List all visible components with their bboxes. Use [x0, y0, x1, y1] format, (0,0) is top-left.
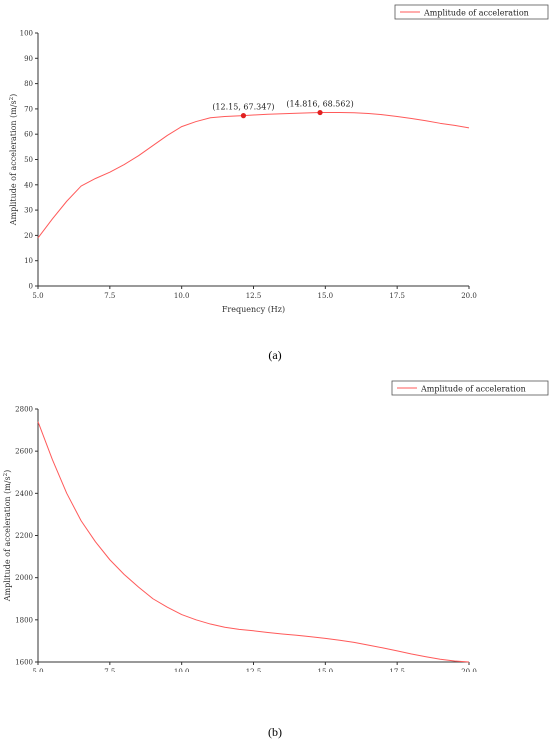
chart-b: 5.0 7.5 10.0 12.5 15.0 17.5 20.0 1600 1800 2000 22… [0, 372, 550, 690]
chart-0-annotation-label: (12.15, 67.347) [212, 103, 274, 112]
chart-0-series-line-0 [37, 111, 470, 239]
chart-0-y-tick-label: 10 [24, 257, 33, 265]
chart-0-annotation-label: (14.816, 68.562) [286, 100, 353, 109]
chart-a: 5.0 7.5 10.0 12.5 15.0 17.5 20.0 0 10 20 30 40 50 60 7… [0, 0, 550, 340]
chart-0-y-tick-label: 100 [20, 30, 33, 38]
chart-1-y-tick-label: 2600 [15, 448, 33, 456]
chart-1-x-tick-label: 17.5 [389, 668, 405, 672]
chart-0-y-axis-label: Amplitude of acceleration (m/s2) [9, 94, 18, 226]
chart-0-y-tick-label: 50 [24, 156, 33, 164]
chart-0-annotation-point [317, 109, 323, 116]
chart-0-y-axis-label-sup: 2 [9, 97, 15, 101]
chart-1-y-axis-label-end: ) [3, 470, 12, 473]
chart-1-x-tick-label: 7.5 [104, 668, 115, 672]
chart-0-x-tick-label: 15.0 [318, 292, 334, 300]
chart-1-x-tick-label: 5.0 [32, 668, 43, 672]
chart-0-x-axis-label: Frequency (Hz) [222, 305, 285, 314]
chart-1-y-tick-label: 2000 [15, 574, 33, 582]
chart-1-y-tick-label: 2800 [15, 406, 33, 414]
chart-0-y-tick-label: 60 [24, 131, 33, 139]
chart-1-x-tick-label: 15.0 [318, 668, 334, 672]
chart-0-x-tick-label: 7.5 [104, 292, 115, 300]
chart-1-x-tick-label: 10.0 [174, 668, 190, 672]
chart-1-x-tick-label: 12.5 [246, 668, 262, 672]
chart-0-y-tick-label: 90 [24, 55, 33, 63]
chart-0-y-tick-label: 0 [29, 283, 33, 291]
chart-1-legend-label: Amplitude of acceleration [420, 385, 526, 394]
chart-0-x-tick-label: 20.0 [461, 292, 477, 300]
chart-0-annotation-point [240, 113, 247, 119]
chart-0-legend-box [394, 4, 549, 20]
chart-1-series-line-0 [37, 421, 470, 663]
chart-1-y-axis-label-main: Amplitude of acceleration (m/s [3, 476, 12, 602]
chart-1-y-tick-label: 2400 [15, 490, 33, 498]
chart-1-y-tick-label: 2200 [15, 532, 33, 540]
chart-b-svg: 5.0 7.5 10.0 12.5 15.0 17.5 20.016001800200022… [3, 380, 549, 690]
chart-1-x-tick-label: 20.0 [461, 668, 477, 672]
chart-0-y-tick-label: 40 [24, 181, 33, 189]
chart-0-x-tick-label: 17.5 [389, 292, 405, 300]
chart-0-legend-label: Amplitude of acceleration [423, 9, 529, 18]
chart-0-x-tick-label: 5.0 [32, 292, 43, 300]
chart-0-y-axis-label-main: Amplitude of acceleration (m/s [9, 100, 18, 226]
chart-1-y-tick-label: 1600 [15, 659, 33, 667]
chart-0-y-tick-label: 20 [24, 232, 33, 240]
chart-1-y-tick-label: 1800 [15, 616, 33, 624]
caption-a: (a) [268, 348, 282, 362]
chart-1-legend-box [391, 380, 549, 396]
chart-0-y-tick-label: 30 [24, 207, 33, 215]
caption-b: (b) [268, 725, 282, 739]
chart-1-y-axis-label-sup: 2 [3, 473, 9, 477]
chart-0-x-tick-label: 10.0 [174, 292, 190, 300]
chart-a-svg: 5.0 7.5 10.0 12.5 15.0 17.5 20.0 0 10 20 30 40 50 60 7… [9, 4, 549, 314]
chart-0-y-axis-label-end: ) [9, 94, 18, 97]
chart-0-x-tick-label: 12.5 [246, 292, 262, 300]
chart-0-y-tick-label: 80 [24, 80, 33, 88]
chart-1-y-axis-label: Amplitude of acceleration (m/s2) [3, 470, 12, 602]
chart-0-y-tick-label: 70 [24, 105, 33, 113]
